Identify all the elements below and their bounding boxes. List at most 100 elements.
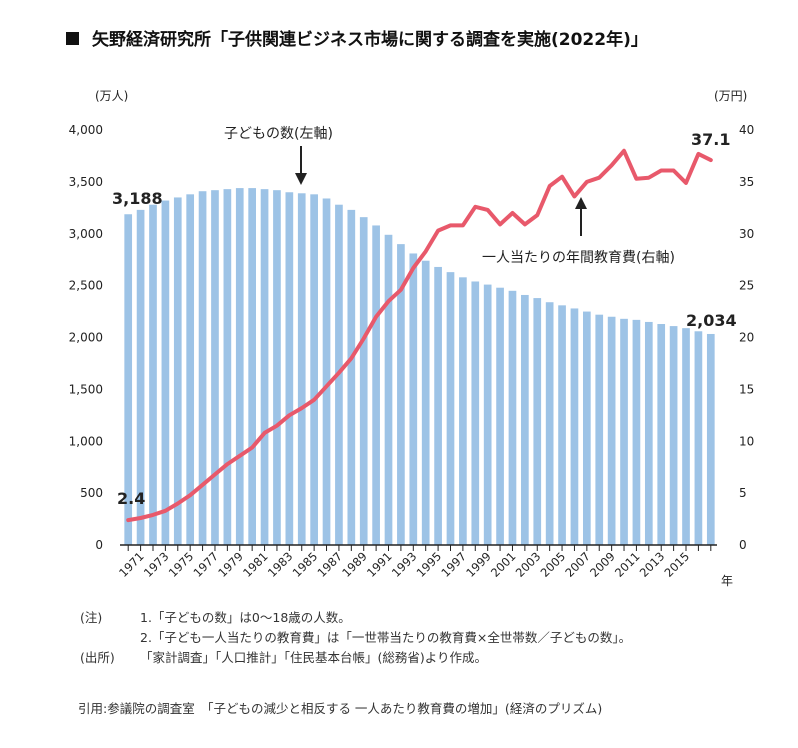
x-tick-label: 2015 <box>662 549 693 580</box>
footnote-text: 2.「子ども一人当たりの教育費」は「一世帯当たりの教育費×全世帯数／子どもの数」… <box>140 630 632 645</box>
x-tick-label: 1995 <box>414 549 445 580</box>
bar-1995 <box>434 266 442 545</box>
bar-2012 <box>644 321 653 545</box>
footnote-text: 「家計調査」「人口推計」「住民基本台帳」(総務省)より作成。 <box>140 650 488 665</box>
bar-1998 <box>471 281 480 545</box>
footnote-text: 1.「子どもの数」は0～18歳の人数。 <box>140 610 351 625</box>
x-tick-label: 1997 <box>438 549 469 580</box>
bar-2010 <box>620 318 628 545</box>
x-tick-label: 1985 <box>290 549 321 580</box>
bar-2015 <box>682 328 690 545</box>
bar-series-callout: 子どもの数(左軸) <box>224 126 333 142</box>
x-tick-label: 1981 <box>240 549 271 580</box>
bar-1970 <box>124 214 133 545</box>
bar-callout-arrow-icon <box>295 146 307 185</box>
bar-2004 <box>545 302 554 545</box>
x-axis: 1971197319751977197919811983198519871989… <box>116 544 733 588</box>
bar-2014 <box>669 326 678 545</box>
x-tick-label: 1975 <box>166 549 197 580</box>
bar-1988 <box>347 209 356 545</box>
left-tick-label: 1,500 <box>69 382 103 396</box>
footnote-row: (出所) 「家計調査」「人口推計」「住民基本台帳」(総務省)より作成。 <box>80 648 631 668</box>
bar-series <box>124 188 715 546</box>
x-tick-label: 2001 <box>488 549 519 580</box>
bar-1981 <box>260 189 269 545</box>
chart: 矢野経済研究所「子供関連ビジネス市場に関する調査を実施(2022年)」 (万人)… <box>66 29 754 588</box>
x-axis-suffix: 年 <box>721 574 733 588</box>
bar-1999 <box>483 284 492 545</box>
bar-1974 <box>173 197 182 545</box>
right-axis-unit: (万円) <box>714 89 747 103</box>
bar-2009 <box>607 316 616 545</box>
right-axis: 0 5 10 15 20 25 30 35 40 <box>739 123 754 552</box>
last-bar-value-label: 2,034 <box>686 311 737 330</box>
right-tick-label: 20 <box>739 331 754 345</box>
bar-1991 <box>384 234 393 545</box>
bar-1979 <box>235 188 244 545</box>
last-line-value-label: 37.1 <box>691 130 730 149</box>
x-tick-label: 1987 <box>314 549 345 580</box>
x-tick-label: 1983 <box>265 549 296 580</box>
bar-1972 <box>149 204 157 545</box>
bar-2016 <box>694 331 703 545</box>
footnote-tag <box>80 628 140 648</box>
line-series-callout: 一人当たりの年間教育費(右軸) <box>482 250 675 266</box>
bar-1985 <box>310 194 318 545</box>
right-tick-label: 15 <box>739 382 754 396</box>
bar-2002 <box>521 294 529 545</box>
bar-1986 <box>322 198 331 545</box>
chart-title: 矢野経済研究所「子供関連ビジネス市場に関する調査を実施(2022年)」 <box>92 29 648 50</box>
bar-2003 <box>533 298 542 545</box>
left-tick-label: 3,000 <box>69 227 103 241</box>
bar-1978 <box>223 189 232 545</box>
right-tick-label: 30 <box>739 227 754 241</box>
footnote-tag: (注) <box>80 610 103 625</box>
x-tick-label: 2009 <box>587 549 618 580</box>
x-tick-label: 1979 <box>215 549 246 580</box>
x-tick-label: 1971 <box>116 549 147 580</box>
right-tick-label: 0 <box>739 538 747 552</box>
bar-1983 <box>285 192 294 545</box>
footnote-tag: (出所) <box>80 650 115 665</box>
bar-1984 <box>297 193 306 545</box>
citation: 引用:参議院の調査室 「子どもの減少と相反する 一人あたり教育費の増加」(経済の… <box>78 701 603 716</box>
bar-1977 <box>211 190 219 546</box>
left-tick-label: 0 <box>95 538 103 552</box>
x-tick-label: 2011 <box>612 549 643 580</box>
bar-2008 <box>595 314 604 545</box>
left-tick-label: 4,000 <box>69 123 103 137</box>
x-tick-label: 1993 <box>389 549 420 580</box>
x-tick-label: 1999 <box>463 549 494 580</box>
bar-1975 <box>186 194 195 545</box>
left-tick-label: 1,000 <box>69 434 103 448</box>
bar-2011 <box>632 319 641 545</box>
left-tick-label: 2,500 <box>69 279 103 293</box>
first-bar-value-label: 3,188 <box>112 189 163 208</box>
footnote-row: (注) 1.「子どもの数」は0～18歳の人数。 <box>80 608 631 628</box>
bar-2006 <box>570 308 579 545</box>
left-tick-label: 500 <box>80 486 103 500</box>
bar-1973 <box>161 200 170 546</box>
bar-1982 <box>273 190 281 546</box>
bar-1971 <box>136 209 145 545</box>
left-axis-unit: (万人) <box>95 89 128 103</box>
x-tick-label: 2007 <box>562 549 593 580</box>
left-tick-label: 3,500 <box>69 175 103 189</box>
bar-1980 <box>248 188 256 545</box>
first-line-value-label: 2.4 <box>117 489 145 508</box>
bar-2000 <box>496 287 504 545</box>
title-square-icon <box>66 32 79 45</box>
x-tick-label: 1991 <box>364 549 395 580</box>
bar-2017 <box>706 333 715 545</box>
right-tick-label: 35 <box>739 175 754 189</box>
footnote-row: 2.「子ども一人当たりの教育費」は「一世帯当たりの教育費×全世帯数／子どもの数」… <box>80 628 631 648</box>
x-tick-label: 2005 <box>538 549 569 580</box>
line-series <box>126 148 713 523</box>
x-tick-label: 2003 <box>513 549 544 580</box>
x-tick-label: 1989 <box>339 549 370 580</box>
bar-1997 <box>459 277 467 545</box>
right-tick-label: 10 <box>739 434 754 448</box>
footnotes: (注) 1.「子どもの数」は0～18歳の人数。 2.「子ども一人当たりの教育費」… <box>80 608 631 668</box>
education-cost-line <box>126 148 713 523</box>
bar-1989 <box>359 217 368 545</box>
